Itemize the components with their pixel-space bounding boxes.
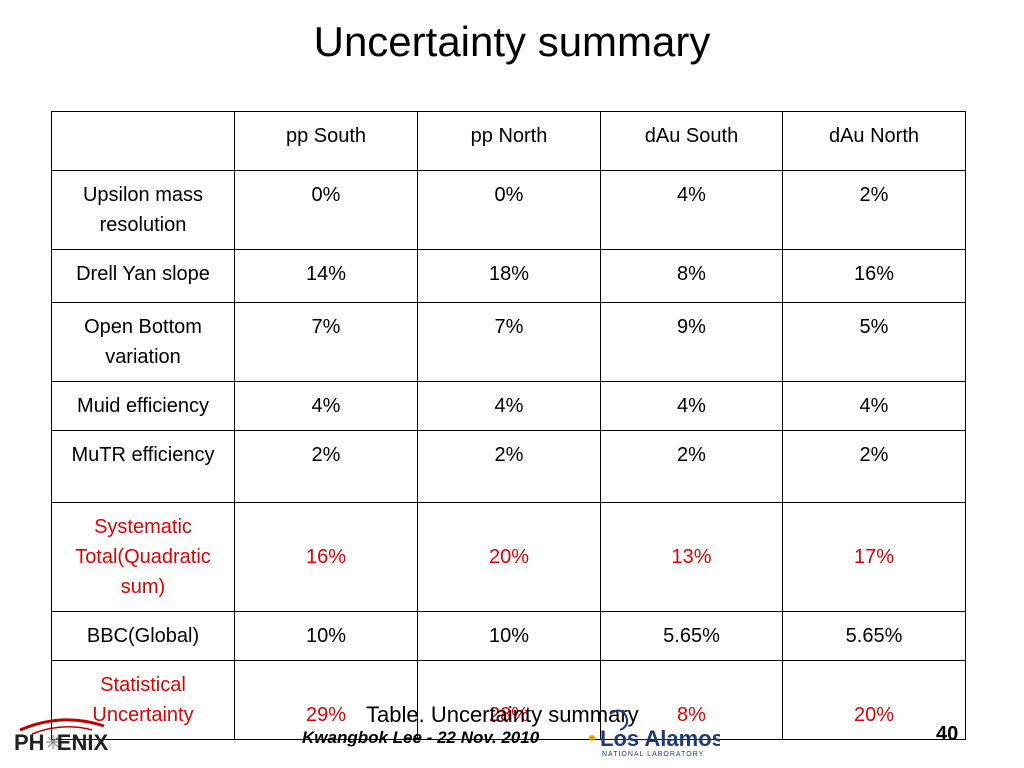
author-date: Kwangbok Lee - 22 Nov. 2010 <box>302 728 540 747</box>
table-cell: 8% <box>600 660 783 740</box>
table-cell: 29% <box>234 660 418 740</box>
table-cell: 2% <box>782 430 966 503</box>
table-cell: 16% <box>782 249 966 303</box>
row-label: Upsilon mass resolution <box>51 170 235 250</box>
table-cell: 5% <box>782 302 966 382</box>
header-cell: pp South <box>234 111 418 171</box>
table-cell: 2% <box>234 430 418 503</box>
table-row: Open Bottom variation 7% 7% 9% 5% <box>51 302 966 382</box>
phenix-logo-text: PH ENIX <box>14 730 109 755</box>
table-cell: 9% <box>600 302 783 382</box>
table-cell: 7% <box>417 302 601 382</box>
table-cell: 7% <box>234 302 418 382</box>
table-cell: 14% <box>234 249 418 303</box>
table-row: MuTR efficiency 2% 2% 2% 2% <box>51 430 966 503</box>
table-header-row: pp South pp North dAu South dAu North <box>51 111 966 171</box>
row-label: Statistical Uncertainty <box>51 660 235 740</box>
table-cell: 20% <box>417 502 601 612</box>
table-cell: 5.65% <box>600 611 783 661</box>
header-cell-empty <box>51 111 235 171</box>
lanl-sub: NATIONAL LABORATORY <box>602 751 704 758</box>
header-cell: dAu North <box>782 111 966 171</box>
table-cell: 0% <box>234 170 418 250</box>
table-cell: 17% <box>782 502 966 612</box>
table-row-systematic-total: Systematic Total(Quadratic sum) 16% 20% … <box>51 502 966 612</box>
row-label: BBC(Global) <box>51 611 235 661</box>
table-caption: Table. Uncertainty summary <box>366 702 639 727</box>
table-cell: 28% <box>417 660 601 740</box>
row-label: Muid efficiency <box>51 381 235 431</box>
header-cell: pp North <box>417 111 601 171</box>
table-row: Muid efficiency 4% 4% 4% 4% <box>51 381 966 431</box>
row-label: MuTR efficiency <box>51 430 235 503</box>
table-row: Drell Yan slope 14% 18% 8% 16% <box>51 249 966 303</box>
uncertainty-table: pp South pp North dAu South dAu North Up… <box>51 111 966 740</box>
page-number: 40 <box>936 723 959 745</box>
table-cell: 2% <box>417 430 601 503</box>
table-cell: 2% <box>600 430 783 503</box>
table-cell: 13% <box>600 502 783 612</box>
row-label: Open Bottom variation <box>51 302 235 382</box>
slide-title: Uncertainty summary <box>313 18 711 65</box>
table-cell: 4% <box>417 381 601 431</box>
row-label: Drell Yan slope <box>51 249 235 303</box>
table-cell: 2% <box>782 170 966 250</box>
los-alamos-logo: Los Alamos NATIONAL LABORATORY <box>589 709 720 758</box>
table-cell: 4% <box>234 381 418 431</box>
table-cell: 0% <box>417 170 601 250</box>
phenix-logo <box>19 718 105 749</box>
table-row: BBC(Global) 10% 10% 5.65% 5.65% <box>51 611 966 661</box>
table-cell: 10% <box>234 611 418 661</box>
table-cell: 4% <box>600 381 783 431</box>
sunburst-icon <box>46 735 60 749</box>
table-cell: 8% <box>600 249 783 303</box>
table-cell: 5.65% <box>782 611 966 661</box>
table-cell: 16% <box>234 502 418 612</box>
row-label: Systematic Total(Quadratic sum) <box>51 502 235 612</box>
table-cell: 20% <box>782 660 966 740</box>
table-cell: 10% <box>417 611 601 661</box>
table-cell: 4% <box>782 381 966 431</box>
table-row-statistical: Statistical Uncertainty 29% 28% 8% 20% <box>51 660 966 740</box>
table-cell: 4% <box>600 170 783 250</box>
lanl-name: Los Alamos <box>600 726 720 751</box>
header-cell: dAu South <box>600 111 783 171</box>
table-row: Upsilon mass resolution 0% 0% 4% 2% <box>51 170 966 250</box>
table-cell: 18% <box>417 249 601 303</box>
